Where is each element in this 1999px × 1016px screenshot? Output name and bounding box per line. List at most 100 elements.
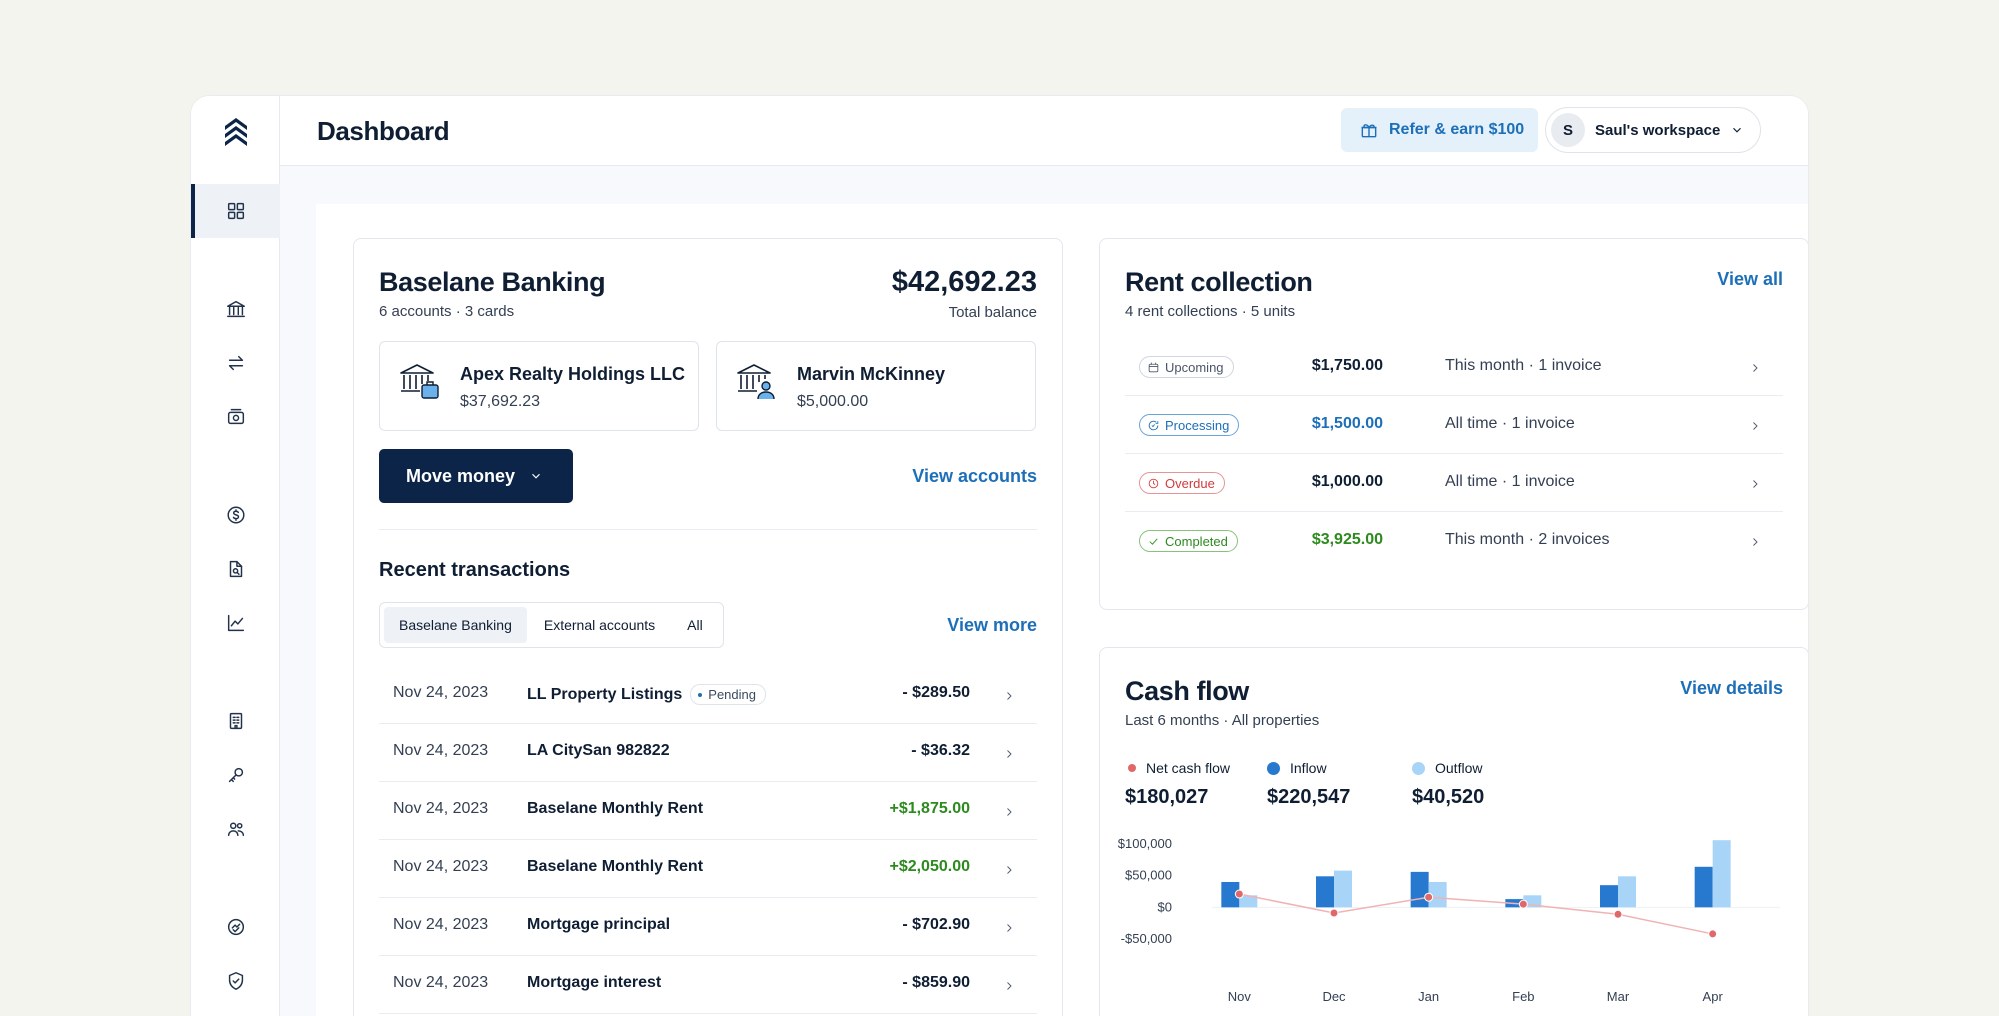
outflow-bar bbox=[1239, 895, 1258, 908]
clock-alert-icon bbox=[1148, 478, 1159, 488]
trend-chart-icon bbox=[227, 614, 244, 632]
outflow-dot-icon bbox=[1412, 761, 1425, 775]
net-cash-flow-point bbox=[1613, 909, 1623, 919]
rent-title: Rent collection bbox=[1125, 267, 1313, 297]
net-cash-flow-point bbox=[1518, 899, 1528, 909]
outflow-bar bbox=[1618, 876, 1636, 908]
chevron-right-icon bbox=[1749, 419, 1761, 431]
table-row[interactable]: Nov 24, 2023 Mortgage interest - $859.90 bbox=[379, 956, 1037, 1014]
tx-date: Nov 24, 2023 bbox=[393, 974, 489, 991]
account-card-apex[interactable]: Apex Realty Holdings LLC $37,692.23 bbox=[379, 341, 699, 431]
net-cash-flow-point bbox=[1708, 929, 1718, 939]
nav-bookkeeping[interactable] bbox=[191, 542, 280, 596]
nav-leases[interactable] bbox=[191, 748, 280, 802]
recent-transactions-title: Recent transactions bbox=[379, 559, 571, 581]
pending-dot-icon bbox=[698, 692, 703, 697]
y-tick-label: -$50,000 bbox=[1121, 931, 1172, 946]
chevron-right-icon bbox=[1003, 979, 1015, 991]
nav-partners[interactable] bbox=[191, 900, 280, 954]
total-balance: $42,692.23 bbox=[891, 266, 1037, 298]
nav-cash[interactable] bbox=[191, 390, 280, 444]
rent-amount: $3,925.00 bbox=[1311, 531, 1383, 548]
tx-date: Nov 24, 2023 bbox=[393, 800, 489, 817]
nav-analytics[interactable] bbox=[191, 596, 280, 650]
nav-dashboard[interactable] bbox=[191, 184, 280, 238]
workspace-label: Saul's workspace bbox=[1595, 121, 1721, 139]
dashboard-icon bbox=[227, 202, 244, 220]
tx-amount: - $859.90 bbox=[902, 974, 970, 991]
chevron-right-icon bbox=[1003, 921, 1015, 933]
account-name: Apex Realty Holdings LLC bbox=[460, 364, 686, 384]
table-row[interactable]: Nov 24, 2023 Mortgage principal - $702.9… bbox=[379, 898, 1037, 956]
nav-payments[interactable] bbox=[191, 488, 280, 542]
nav-properties[interactable] bbox=[191, 694, 280, 748]
nav-security[interactable] bbox=[191, 954, 280, 1008]
view-details-link[interactable]: View details bbox=[1680, 678, 1783, 698]
status-label: Pending bbox=[708, 687, 756, 702]
chevron-right-icon bbox=[1003, 747, 1015, 759]
chevron-right-icon bbox=[1749, 535, 1761, 547]
account-card-marvin[interactable]: Marvin McKinney $5,000.00 bbox=[716, 341, 1036, 431]
cashflow-title: Cash flow bbox=[1125, 676, 1249, 706]
rent-collection-card: Rent collection 4 rent collections · 5 u… bbox=[1099, 238, 1808, 610]
tab-all[interactable]: All bbox=[687, 617, 703, 633]
net-dot-icon bbox=[1128, 764, 1136, 772]
building-icon bbox=[229, 712, 242, 730]
status-badge: Upcoming bbox=[1139, 356, 1234, 378]
users-icon bbox=[227, 822, 244, 837]
nav-banking[interactable] bbox=[191, 282, 280, 336]
rent-subtitle: 4 rent collections · 5 units bbox=[1125, 303, 1296, 320]
status-badge: Pending bbox=[690, 684, 766, 705]
table-row[interactable]: Nov 24, 2023 LL Property Listings Pendin… bbox=[379, 666, 1037, 724]
key-icon bbox=[228, 767, 243, 783]
table-row[interactable]: Nov 24, 2023 LA CitySan 982822 - $36.32 bbox=[379, 724, 1037, 782]
dollar-circle-icon bbox=[226, 506, 245, 524]
table-row[interactable]: Nov 24, 2023 Baselane Monthly Rent +$1,8… bbox=[379, 782, 1037, 840]
tab-external-accounts[interactable]: External accounts bbox=[543, 617, 656, 633]
inflow-bar bbox=[1600, 885, 1618, 908]
rent-row-overdue[interactable]: Overdue $1,000.00 All time · 1 invoice bbox=[1125, 454, 1783, 512]
chevron-right-icon bbox=[1003, 805, 1015, 817]
rent-amount: $1,000.00 bbox=[1311, 473, 1383, 490]
total-balance-label: Total balance bbox=[948, 304, 1037, 321]
cash-icon bbox=[227, 408, 244, 425]
transaction-tabs: Baselane Banking External accounts All bbox=[379, 602, 724, 648]
tx-amount: - $702.90 bbox=[902, 916, 970, 933]
view-more-link[interactable]: View more bbox=[947, 615, 1037, 635]
banking-title: Baselane Banking bbox=[379, 267, 606, 297]
chevron-right-icon bbox=[1003, 689, 1015, 701]
chevron-right-icon bbox=[1003, 863, 1015, 875]
tx-amount: - $36.32 bbox=[911, 742, 970, 759]
move-money-button[interactable]: Move money bbox=[379, 449, 573, 503]
workspace-switcher[interactable]: S Saul's workspace bbox=[1545, 107, 1761, 153]
y-tick-label: $50,000 bbox=[1125, 868, 1172, 883]
chevron-right-icon bbox=[1749, 361, 1761, 373]
avatar: S bbox=[1551, 113, 1585, 147]
y-tick-label: $0 bbox=[1158, 899, 1172, 914]
tx-desc: Baselane Monthly Rent bbox=[527, 858, 704, 875]
view-all-link[interactable]: View all bbox=[1717, 269, 1783, 289]
net-cash-flow-line bbox=[1239, 893, 1713, 935]
nav-transfers[interactable] bbox=[191, 336, 280, 390]
status-badge: Completed bbox=[1139, 530, 1238, 552]
rent-row-completed[interactable]: Completed $3,925.00 This month · 2 invoi… bbox=[1125, 512, 1783, 570]
chevron-down-icon bbox=[532, 473, 540, 479]
account-balance: $37,692.23 bbox=[460, 393, 541, 410]
tab-baselane-banking[interactable]: Baselane Banking bbox=[384, 607, 527, 643]
tx-desc: Mortgage interest bbox=[527, 974, 662, 991]
page-title: Dashboard bbox=[317, 116, 450, 146]
nav-tenants[interactable] bbox=[191, 802, 280, 856]
tx-desc: LA CitySan 982822 bbox=[527, 742, 670, 759]
table-row[interactable]: Nov 24, 2023 Baselane Monthly Rent +$2,0… bbox=[379, 840, 1037, 898]
chevron-right-icon bbox=[1749, 477, 1761, 489]
legend-label: Outflow bbox=[1435, 760, 1483, 776]
rent-row-processing[interactable]: Processing $1,500.00 All time · 1 invoic… bbox=[1125, 396, 1783, 454]
chevron-down-icon bbox=[1733, 127, 1742, 133]
tx-amount: - $289.50 bbox=[902, 684, 970, 701]
view-accounts-link[interactable]: View accounts bbox=[912, 466, 1037, 486]
refer-button[interactable]: Refer & earn $100 bbox=[1341, 108, 1538, 152]
baselane-logo[interactable] bbox=[221, 114, 251, 150]
net-cash-flow-value: $180,027 bbox=[1125, 786, 1209, 808]
inflow-bar bbox=[1221, 882, 1240, 908]
rent-row-upcoming[interactable]: Upcoming $1,750.00 This month · 1 invoic… bbox=[1125, 338, 1783, 396]
